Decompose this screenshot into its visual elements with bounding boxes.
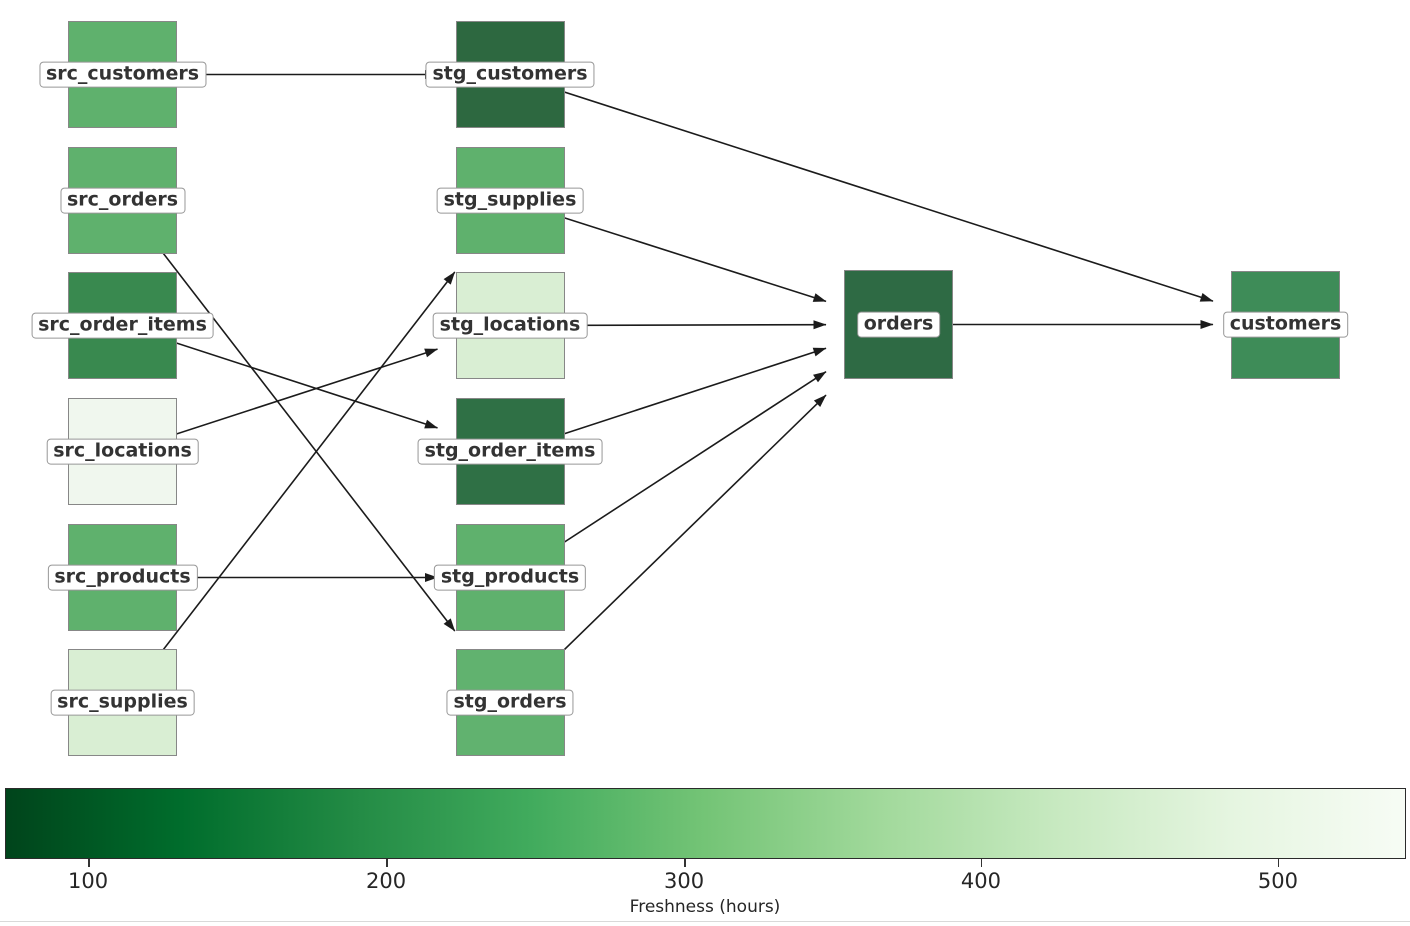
node-label-orders: orders bbox=[856, 311, 941, 338]
colorbar-tick bbox=[980, 859, 983, 867]
node-label-src_locations: src_locations bbox=[46, 438, 199, 465]
node-label-stg_supplies: stg_supplies bbox=[436, 187, 584, 214]
colorbar-tick-label: 300 bbox=[664, 869, 705, 893]
node-label-stg_orders: stg_orders bbox=[446, 689, 574, 716]
node-label-src_customers: src_customers bbox=[38, 61, 207, 88]
node-label-customers: customers bbox=[1222, 311, 1349, 338]
edge-stg_customers-to-customers bbox=[509, 73, 1214, 302]
edge-src_supplies-to-stg_supplies bbox=[121, 271, 456, 703]
colorbar bbox=[5, 788, 1406, 859]
colorbar-axis-label: Freshness (hours) bbox=[629, 897, 781, 917]
colorbar-tick bbox=[386, 859, 388, 867]
node-label-stg_products: stg_products bbox=[433, 564, 587, 591]
figure-bottom-rule bbox=[0, 921, 1410, 922]
colorbar-tick-label: 400 bbox=[960, 869, 1001, 893]
node-label-src_order_items: src_order_items bbox=[31, 312, 214, 339]
edge-src_orders-to-stg_orders bbox=[121, 200, 456, 632]
colorbar-tick-label: 200 bbox=[366, 869, 407, 893]
node-label-stg_customers: stg_customers bbox=[425, 61, 595, 88]
colorbar-tick-label: 500 bbox=[1257, 869, 1298, 893]
node-label-stg_locations: stg_locations bbox=[432, 312, 588, 339]
node-label-src_orders: src_orders bbox=[59, 187, 186, 214]
colorbar-tick bbox=[88, 859, 90, 867]
node-label-src_products: src_products bbox=[47, 564, 198, 591]
colorbar-tick-label: 100 bbox=[68, 869, 109, 893]
colorbar-tick bbox=[1277, 859, 1280, 867]
node-label-src_supplies: src_supplies bbox=[50, 689, 195, 716]
colorbar-tick bbox=[684, 859, 686, 867]
node-label-stg_order_items: stg_order_items bbox=[417, 438, 603, 465]
